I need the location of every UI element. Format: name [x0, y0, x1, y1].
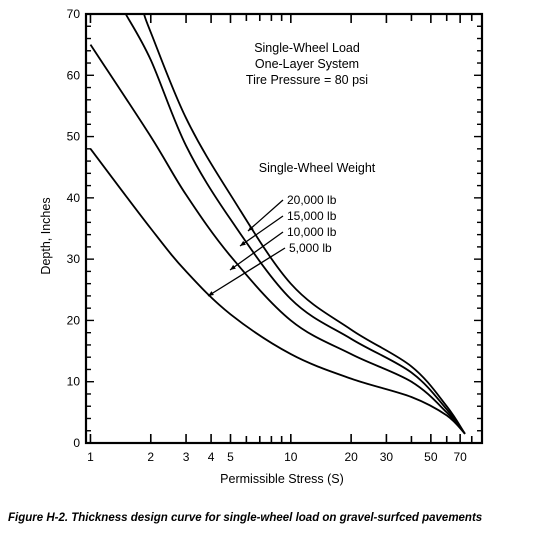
- x-tick-label: 20: [344, 450, 358, 464]
- series-label-0: 20,000 lb: [287, 193, 337, 207]
- y-tick-label: 30: [67, 252, 81, 266]
- x-tick-label: 1: [87, 450, 94, 464]
- series-arrowhead-2: [230, 264, 236, 270]
- x-tick-label: 10: [284, 450, 298, 464]
- series-line-2: [89, 44, 466, 435]
- y-tick-label: 50: [67, 130, 81, 144]
- chart-annotation: Single-Wheel Load One-Layer System Tire …: [246, 41, 376, 175]
- y-axis-title: Depth, Inches: [39, 197, 53, 274]
- series-arrowhead-0: [248, 225, 254, 231]
- y-tick-label: 40: [67, 191, 81, 205]
- y-tick-label: 0: [73, 436, 80, 450]
- x-tick-label: 70: [453, 450, 467, 464]
- series-leader-2: [229, 231, 284, 271]
- series-label-2: 10,000 lb: [287, 225, 337, 239]
- figure-caption: Figure H-2. Thickness design curve for s…: [8, 512, 483, 524]
- series-leader-0: [247, 199, 284, 232]
- x-tick-label: 50: [424, 450, 438, 464]
- series-arrowhead-3: [208, 291, 214, 296]
- annotation-line-1: Single-Wheel Load: [254, 41, 360, 55]
- annotation-line-3: Tire Pressure = 80 psi: [246, 73, 368, 87]
- series-leader-1: [239, 215, 284, 247]
- series-line-3: [89, 148, 466, 435]
- x-tick-label: 2: [147, 450, 154, 464]
- annotation-line-2: One-Layer System: [255, 57, 359, 71]
- plot-frame: [84, 12, 484, 445]
- series-label-1: 15,000 lb: [287, 209, 337, 223]
- x-axis-title: Permissible Stress (S): [220, 472, 344, 486]
- x-tick-label: 4: [208, 450, 215, 464]
- x-tick-label: 3: [183, 450, 190, 464]
- series-arrowhead-1: [240, 240, 246, 246]
- y-tick-label: 20: [67, 313, 81, 327]
- x-tick-label: 5: [227, 450, 234, 464]
- series-line-0: [143, 13, 466, 435]
- series-line-1: [124, 13, 466, 435]
- x-tick-label: 30: [380, 450, 394, 464]
- legend-title: Single-Wheel Weight: [259, 161, 376, 175]
- y-tick-label: 10: [67, 375, 81, 389]
- series-label-3: 5,000 lb: [289, 241, 332, 255]
- thickness-design-chart: Depth, Inches Permissible Stress (S) Sin…: [39, 7, 484, 486]
- y-tick-label: 70: [67, 7, 81, 21]
- series-leader-3: [207, 247, 286, 297]
- y-tick-label: 60: [67, 68, 81, 82]
